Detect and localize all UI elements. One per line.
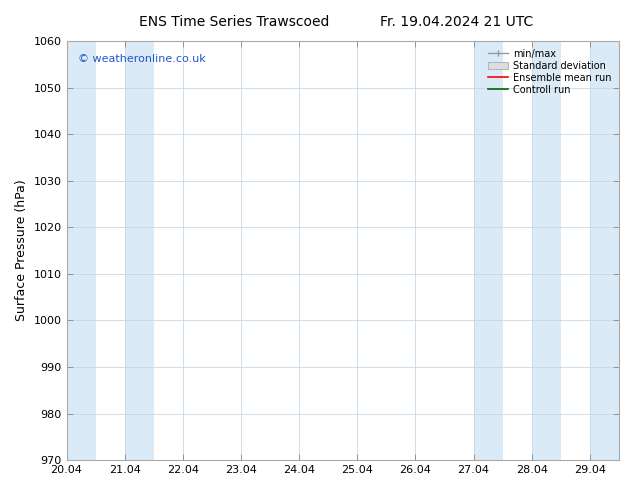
Bar bbox=[125, 41, 154, 460]
Legend: min/max, Standard deviation, Ensemble mean run, Controll run: min/max, Standard deviation, Ensemble me… bbox=[486, 46, 614, 98]
Y-axis label: Surface Pressure (hPa): Surface Pressure (hPa) bbox=[15, 180, 28, 321]
Bar bbox=[532, 41, 561, 460]
Text: ENS Time Series Trawscoed: ENS Time Series Trawscoed bbox=[139, 15, 330, 29]
Bar bbox=[590, 41, 619, 460]
Text: © weatheronline.co.uk: © weatheronline.co.uk bbox=[77, 53, 205, 64]
Bar bbox=[474, 41, 503, 460]
Text: Fr. 19.04.2024 21 UTC: Fr. 19.04.2024 21 UTC bbox=[380, 15, 533, 29]
Bar bbox=[67, 41, 96, 460]
